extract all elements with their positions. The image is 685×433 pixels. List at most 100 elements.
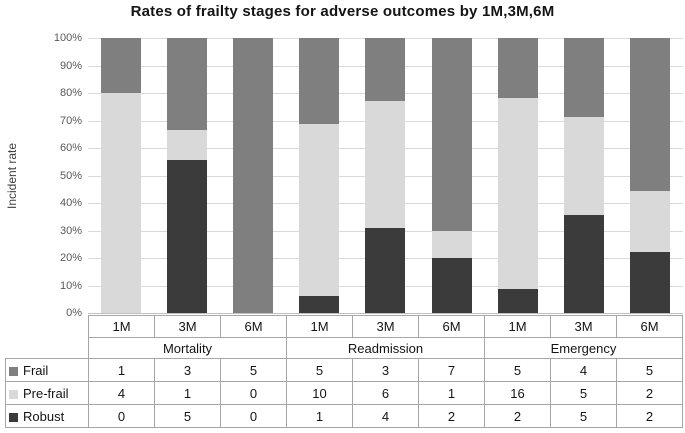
x-axis-line <box>88 313 683 314</box>
stacked-bar <box>365 38 406 313</box>
value-cell: 0 <box>220 404 287 428</box>
bar-segment-pre-frail <box>167 129 208 161</box>
bar-segment-frail <box>629 38 670 191</box>
y-tick-label: 50% <box>59 169 82 182</box>
y-tick-label: 70% <box>59 114 82 127</box>
period-label: 1M <box>88 315 155 338</box>
bar-slot-mortality-1m <box>88 38 154 313</box>
y-tick-label: 100% <box>53 32 82 44</box>
y-tick-label: 40% <box>59 197 82 209</box>
value-cell: 1 <box>286 404 353 428</box>
bar-segment-pre-frail <box>299 123 340 296</box>
bar-segment-robust <box>629 251 670 313</box>
plot-area <box>88 38 683 314</box>
value-cell: 6 <box>352 381 419 405</box>
value-cell: 4 <box>88 381 155 405</box>
bar-segment-pre-frail <box>497 97 538 290</box>
bar-segment-frail <box>101 38 142 93</box>
period-label: 6M <box>220 315 287 338</box>
value-cell: 3 <box>154 358 221 382</box>
value-cell: 5 <box>220 358 287 382</box>
legend-swatch-icon <box>9 389 18 399</box>
bar-segment-pre-frail <box>101 93 142 313</box>
y-tick-label: 20% <box>59 252 82 264</box>
bar-segment-frail <box>167 38 208 130</box>
value-cell: 2 <box>484 404 551 428</box>
bar-slot-emergency-6m <box>617 38 683 313</box>
period-label: 1M <box>484 315 551 338</box>
bar-segment-pre-frail <box>629 190 670 252</box>
value-cell: 0 <box>220 381 287 405</box>
value-cell: 10 <box>286 381 353 405</box>
bar-segment-robust <box>365 228 406 313</box>
bar-segment-pre-frail <box>431 230 472 258</box>
bar-segment-robust <box>563 214 604 313</box>
value-cell: 5 <box>286 358 353 382</box>
legend-label: Robust <box>23 408 65 424</box>
legend-swatch-icon <box>9 366 18 376</box>
legend-label: Pre-frail <box>23 385 69 401</box>
bar-segment-frail <box>563 38 604 117</box>
chart-title: Rates of frailty stages for adverse outc… <box>130 3 555 20</box>
y-tick-label: 30% <box>59 224 82 237</box>
bars-layer <box>88 38 683 313</box>
period-label: 3M <box>154 315 221 338</box>
table-row-robust: Robust 0 5 0 1 4 2 2 5 2 <box>5 404 683 428</box>
bar-slot-mortality-6m <box>220 38 286 313</box>
y-tick-label: 90% <box>59 59 82 72</box>
group-label-emergency: Emergency <box>484 337 683 359</box>
value-cell: 5 <box>484 358 551 382</box>
period-label: 1M <box>286 315 353 338</box>
value-cell: 7 <box>418 358 485 382</box>
data-table: 1M 3M 6M 1M 3M 6M 1M 3M 6M Mortality Readmission Em… <box>5 315 683 428</box>
legend-cell-frail: Frail <box>5 358 89 382</box>
bar-segment-robust <box>299 295 340 313</box>
period-label: 6M <box>418 315 485 338</box>
table-row-pre-frail: Pre-frail 4 1 0 10 6 1 16 5 2 <box>5 381 683 405</box>
legend-label: Frail <box>23 362 49 378</box>
value-cell: 5 <box>154 404 221 428</box>
group-label-readmission: Readmission <box>286 337 485 359</box>
bar-segment-robust <box>497 289 538 313</box>
bar-segment-frail <box>431 38 472 231</box>
legend-cell-pre-frail: Pre-frail <box>5 381 89 405</box>
period-label: 6M <box>616 315 683 338</box>
stacked-bar <box>563 38 604 313</box>
value-cell: 2 <box>616 381 683 405</box>
bar-segment-frail <box>299 38 340 124</box>
bar-segment-pre-frail <box>563 116 604 215</box>
bar-segment-robust <box>167 160 208 313</box>
table-spacer <box>5 337 89 359</box>
y-tick-label: 60% <box>59 142 82 154</box>
stacked-bar <box>299 38 340 313</box>
value-cell: 4 <box>550 358 617 382</box>
stacked-bar <box>431 38 472 313</box>
period-label: 3M <box>550 315 617 338</box>
table-spacer <box>5 315 89 338</box>
period-label: 3M <box>352 315 419 338</box>
bar-segment-pre-frail <box>365 101 406 229</box>
stacked-bar <box>167 38 208 313</box>
value-cell: 3 <box>352 358 419 382</box>
y-tick-label: 80% <box>59 87 82 99</box>
value-cell: 0 <box>88 404 155 428</box>
stacked-bar <box>101 38 142 313</box>
bar-slot-readmission-1m <box>286 38 352 313</box>
group-label-row: Mortality Readmission Emergency <box>5 337 683 359</box>
legend-cell-robust: Robust <box>5 404 89 428</box>
bar-segment-frail <box>497 38 538 98</box>
y-tick-label: 10% <box>59 279 82 292</box>
value-cell: 4 <box>352 404 419 428</box>
value-cell: 5 <box>550 404 617 428</box>
value-cell: 16 <box>484 381 551 405</box>
stacked-bar <box>497 38 538 313</box>
value-cell: 5 <box>616 358 683 382</box>
value-cell: 5 <box>550 381 617 405</box>
group-label-mortality: Mortality <box>88 337 287 359</box>
bar-slot-mortality-3m <box>154 38 220 313</box>
bar-slot-emergency-1m <box>485 38 551 313</box>
stacked-bar <box>233 38 274 313</box>
bar-slot-readmission-6m <box>419 38 485 313</box>
value-cell: 1 <box>418 381 485 405</box>
